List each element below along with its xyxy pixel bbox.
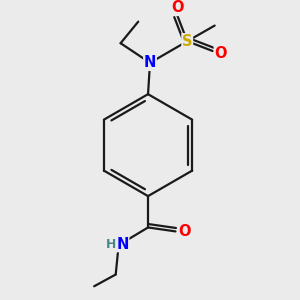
Text: O: O	[178, 224, 190, 239]
Text: O: O	[171, 0, 184, 15]
Text: S: S	[182, 34, 193, 49]
Text: O: O	[214, 46, 227, 61]
Text: H: H	[106, 238, 116, 250]
Text: N: N	[116, 237, 129, 252]
Text: N: N	[144, 55, 156, 70]
